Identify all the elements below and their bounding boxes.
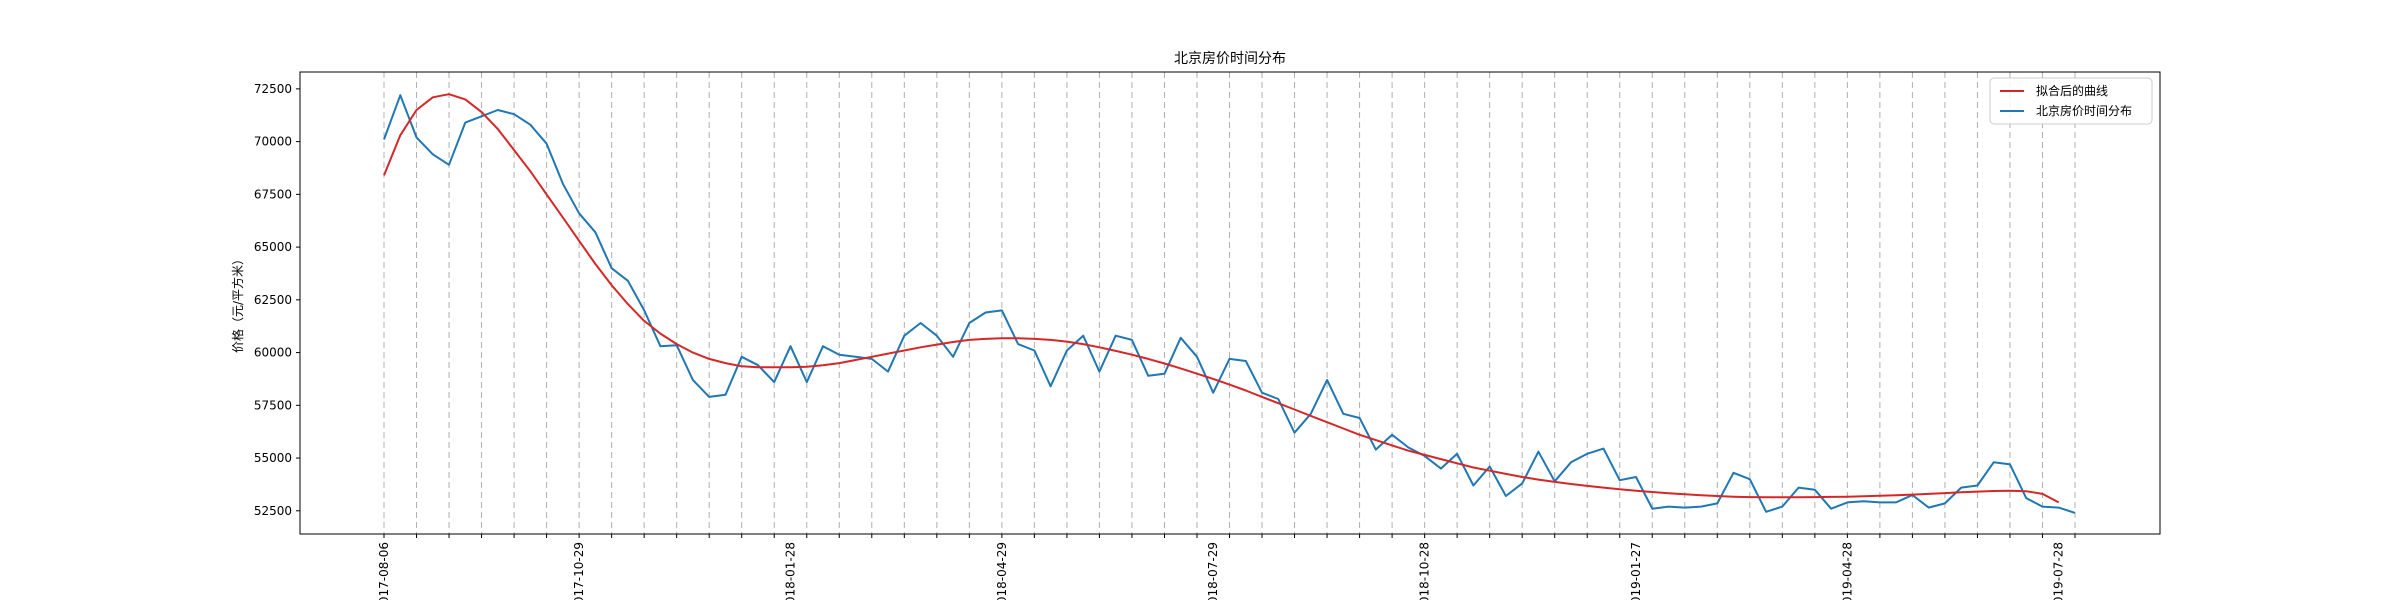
- y-axis-label: 价格（元/平方米）: [230, 253, 245, 353]
- x-tick-label: 2017-08-06: [377, 542, 391, 600]
- legend-label-price-series: 北京房价时间分布: [2036, 103, 2132, 118]
- x-tick-label: 2018-10-28: [1418, 542, 1432, 600]
- x-tick-label: 2019-04-28: [1840, 542, 1854, 600]
- legend-box: [1989, 77, 2153, 125]
- x-tick-label: 2019-01-27: [1629, 542, 1643, 600]
- y-tick-label: 55000: [254, 451, 292, 465]
- price-series-line: [383, 94, 2076, 514]
- x-tick-label: 2019-07-28: [2052, 542, 2066, 600]
- x-tick-label: 2017-10-29: [572, 542, 586, 600]
- y-tick-label: 60000: [254, 346, 292, 360]
- x-tick-label: 2018-01-28: [783, 542, 797, 600]
- legend-label-fitted-curve: 拟合后的曲线: [2036, 83, 2108, 98]
- grid-layer: [383, 72, 2076, 534]
- legend: 拟合后的曲线 北京房价时间分布: [1989, 77, 2153, 125]
- x-tick-label: 2018-04-29: [995, 542, 1009, 600]
- x-tick-label: 2018-07-29: [1206, 542, 1220, 600]
- series-layer: [383, 93, 2076, 514]
- y-tick-label: 67500: [254, 187, 292, 201]
- fitted-curve-line: [383, 93, 2060, 504]
- y-tick-label: 57500: [254, 398, 292, 412]
- y-tick-label: 62500: [254, 293, 292, 307]
- axis-layer: 2017-08-06 2017-10-29 2018-01-28 2018-04-29…: [254, 82, 2076, 600]
- y-tick-label: 72500: [254, 82, 292, 96]
- y-tick-label: 52500: [254, 504, 292, 518]
- chart-title: 北京房价时间分布: [1174, 51, 1286, 67]
- y-tick-label: 70000: [254, 135, 292, 149]
- y-tick-label: 65000: [254, 240, 292, 254]
